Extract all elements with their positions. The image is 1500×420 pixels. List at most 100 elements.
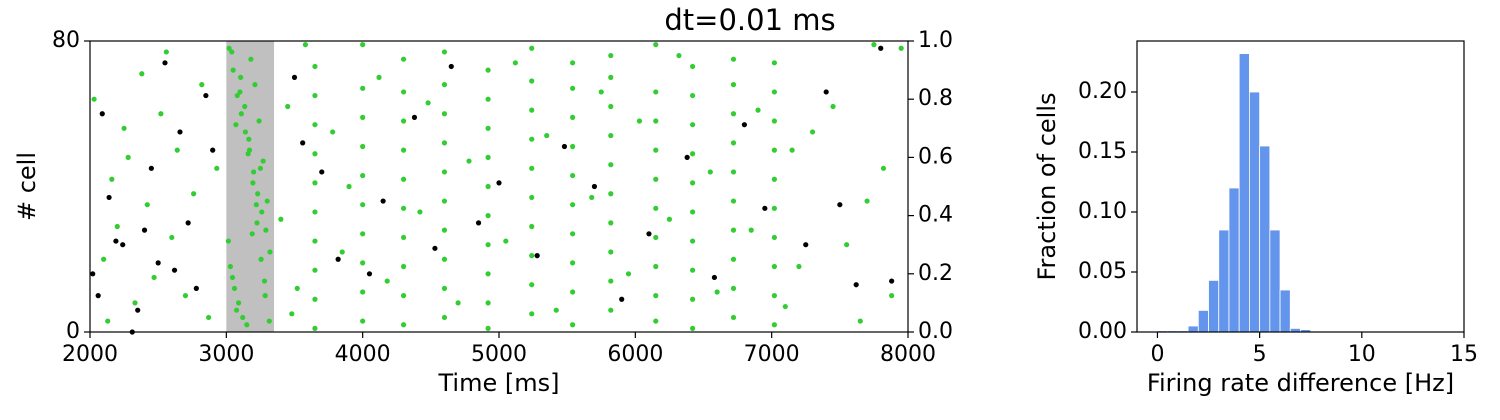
- spike: [262, 293, 268, 299]
- spike: [266, 318, 272, 324]
- spike: [312, 296, 318, 302]
- spike: [771, 263, 777, 270]
- spike: [177, 129, 183, 135]
- spike: [853, 282, 859, 288]
- highlight-band: [226, 41, 275, 332]
- spike: [689, 209, 696, 215]
- spike: [598, 89, 604, 95]
- y2-tick-label: 0.0: [918, 319, 953, 344]
- spike: [529, 45, 535, 51]
- spike: [360, 114, 366, 120]
- spike: [529, 223, 535, 230]
- spike: [653, 118, 659, 124]
- spike: [608, 74, 614, 80]
- spike: [233, 307, 240, 313]
- spike: [312, 122, 318, 128]
- spike: [163, 49, 169, 55]
- y2-tick-label: 0.8: [918, 86, 953, 111]
- spike: [570, 322, 576, 328]
- spike: [689, 325, 696, 331]
- spike: [169, 234, 175, 241]
- spike: [400, 89, 407, 95]
- spike: [684, 154, 690, 160]
- hist-bar: [1259, 145, 1271, 333]
- spike: [771, 89, 777, 95]
- spike: [312, 238, 318, 244]
- spike: [312, 92, 318, 99]
- spike: [608, 220, 614, 226]
- spike: [319, 169, 325, 175]
- spike: [230, 67, 236, 73]
- spike: [312, 267, 318, 273]
- spike: [248, 56, 254, 62]
- spike: [376, 74, 382, 80]
- spike: [246, 136, 252, 142]
- spike: [544, 132, 550, 139]
- spike: [529, 78, 535, 84]
- spike: [534, 253, 540, 259]
- spike: [512, 60, 518, 66]
- spike: [162, 60, 168, 66]
- spike: [312, 63, 318, 70]
- hist-bar: [1208, 279, 1220, 333]
- spike: [485, 183, 491, 190]
- spike: [730, 227, 737, 233]
- spike: [707, 169, 713, 175]
- spike: [589, 194, 595, 201]
- spike: [360, 85, 366, 91]
- spike: [485, 271, 491, 277]
- spike: [837, 202, 843, 208]
- spike: [441, 285, 448, 291]
- spike: [259, 209, 265, 215]
- spike: [249, 231, 255, 237]
- spike: [210, 147, 216, 153]
- spike: [689, 296, 696, 302]
- spike: [312, 325, 318, 331]
- spike: [417, 209, 423, 215]
- spike: [101, 256, 107, 262]
- x-axis-label: Firing rate difference [Hz]: [1147, 369, 1454, 397]
- spike: [242, 129, 249, 135]
- spike: [636, 118, 643, 124]
- spike: [285, 103, 291, 110]
- spike: [99, 111, 105, 117]
- spike: [255, 191, 261, 197]
- spike: [400, 293, 407, 299]
- spike: [496, 180, 502, 186]
- spike: [878, 45, 884, 51]
- spike: [252, 82, 258, 88]
- x-tick-label: 2000: [62, 342, 118, 367]
- spike: [653, 176, 659, 182]
- spike: [448, 63, 454, 70]
- spike: [139, 71, 145, 77]
- spike: [400, 263, 407, 270]
- spike: [144, 202, 150, 208]
- spike: [730, 256, 737, 262]
- spike: [441, 82, 448, 88]
- spike: [203, 92, 209, 99]
- spike: [689, 238, 696, 244]
- spike: [245, 151, 251, 157]
- spike: [608, 249, 614, 255]
- y2-tick-label: 0.2: [918, 261, 953, 286]
- y-axis-label: Fraction of cells: [1033, 93, 1061, 281]
- spike: [441, 314, 448, 321]
- spike: [809, 129, 816, 135]
- spike: [485, 300, 491, 306]
- x-tick-label: 8000: [880, 342, 936, 367]
- spike: [771, 322, 777, 328]
- spike: [234, 92, 240, 99]
- spike: [289, 311, 295, 317]
- spike: [264, 198, 270, 204]
- spike: [653, 89, 659, 95]
- spike: [120, 242, 126, 248]
- spike: [570, 289, 576, 295]
- spike: [400, 176, 407, 182]
- spike: [441, 256, 448, 262]
- x-tick-label: 10: [1348, 342, 1376, 367]
- spike: [291, 74, 298, 80]
- spike: [782, 303, 788, 310]
- x-tick-label: 3000: [198, 342, 254, 367]
- spike: [529, 194, 535, 201]
